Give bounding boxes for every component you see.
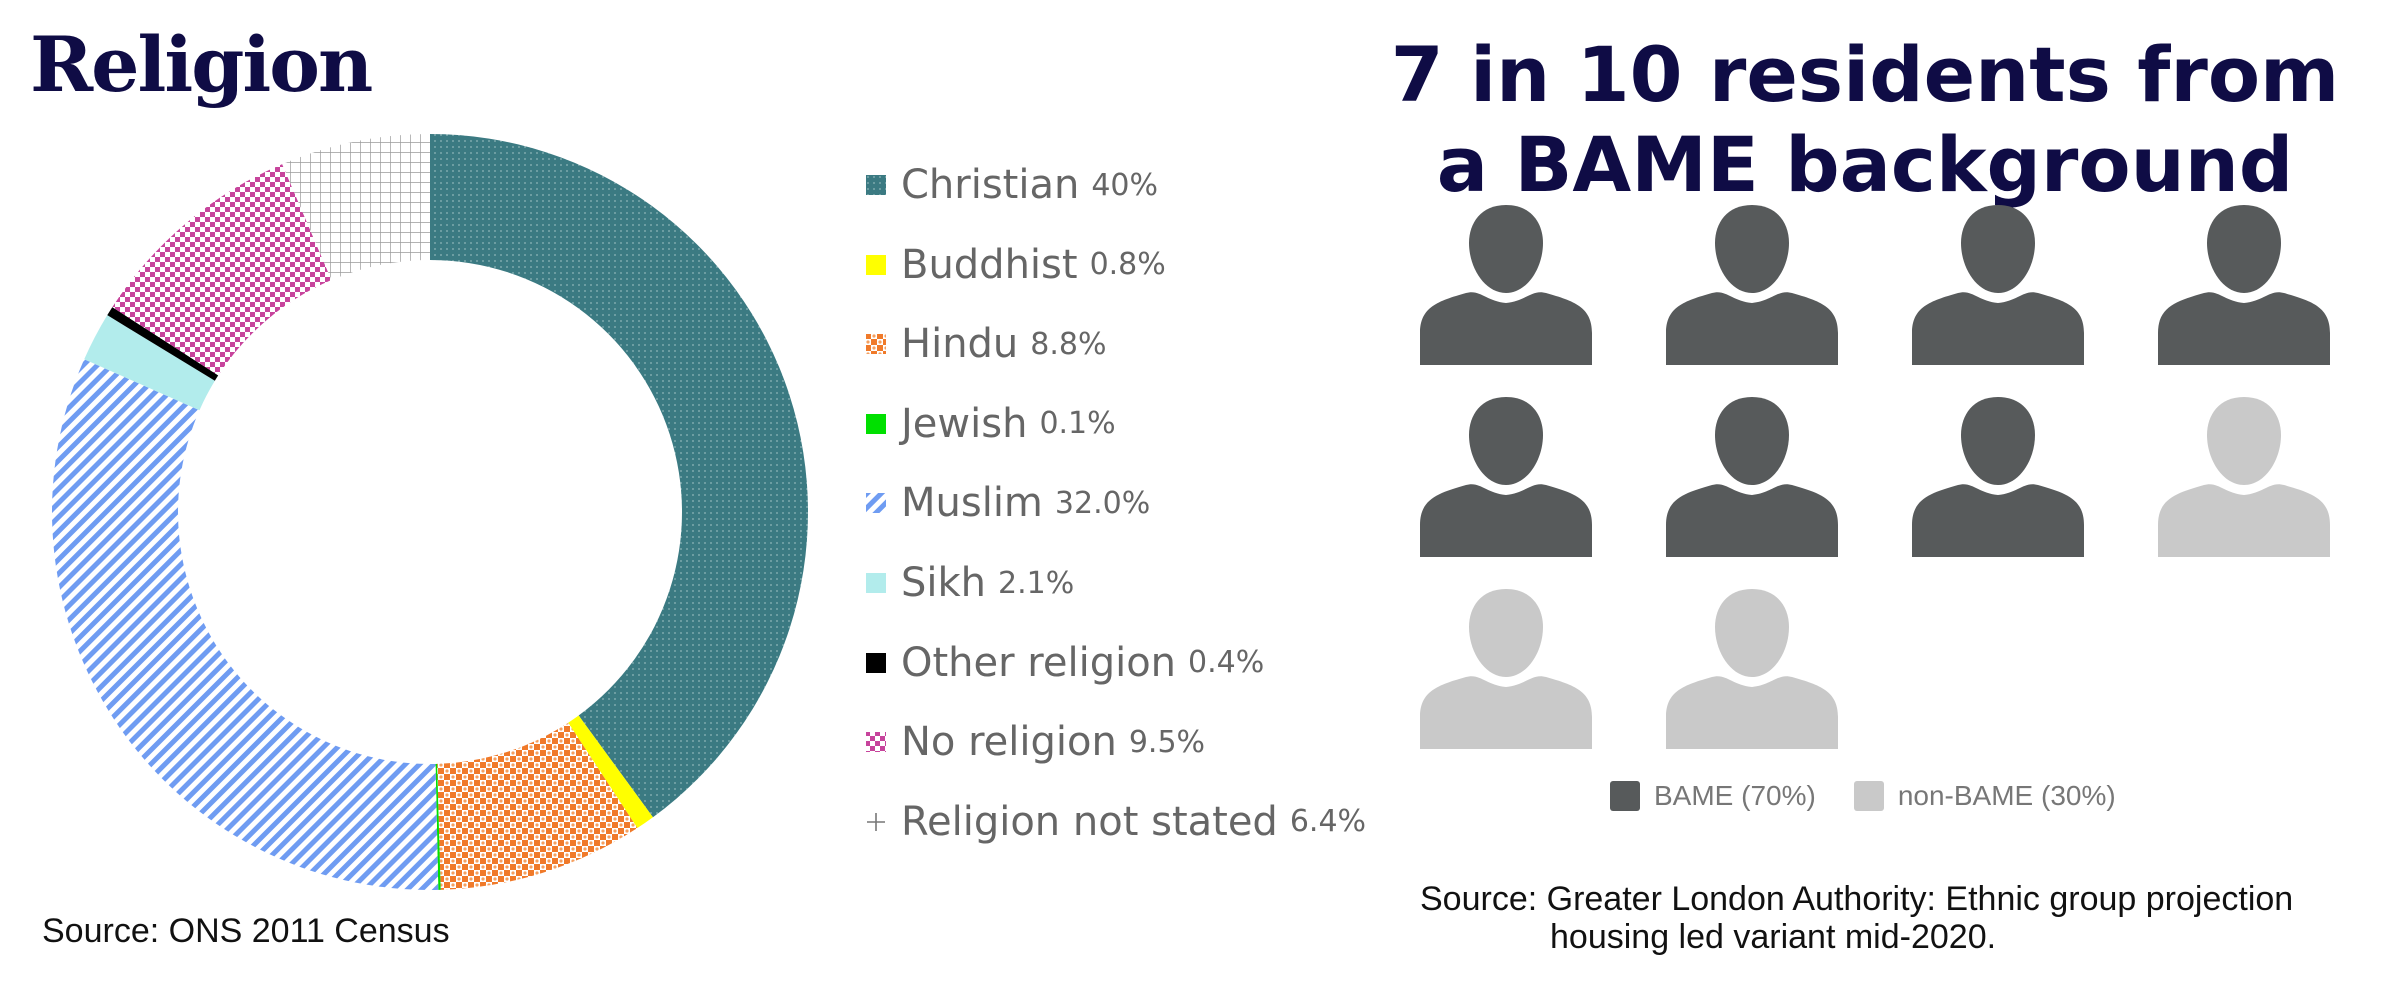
bame-legend-swatch — [1610, 781, 1640, 811]
legend-label-sikh: Sikh — [901, 560, 987, 606]
source-right-line2: housing led variant mid-2020. — [1550, 918, 1997, 956]
donut-slice-sikh — [84, 315, 215, 411]
legend-label-other-religion: Other religion — [901, 639, 1177, 686]
legend-swatch-sikh — [866, 573, 886, 593]
person-icon — [2158, 205, 2330, 365]
person-icon — [1420, 397, 1592, 557]
donut-slice-hindu — [437, 722, 638, 890]
legend-label-religion-not-stated: Religion not stated — [901, 798, 1278, 845]
legend-label-jewish: Jewish — [901, 400, 1028, 447]
legend-swatch-muslim — [866, 493, 886, 514]
person-icon — [1420, 205, 1592, 365]
legend-item-hindu: Hindu 8.8% — [865, 314, 1107, 374]
legend-swatch-buddhist — [866, 254, 886, 275]
donut-slice-jewish — [435, 763, 441, 890]
legend-item-sikh: Sikh 2.1% — [865, 553, 1074, 613]
person-icon — [1912, 397, 2084, 557]
legend-value-christian: 40% — [1091, 167, 1159, 203]
legend-item-other-religion: Other religion 0.4% — [865, 633, 1264, 693]
legend-value-muslim: 32.0% — [1054, 485, 1151, 521]
person-pictogram-grid — [1420, 205, 2350, 749]
donut-slice-religion-not-stated — [282, 134, 430, 281]
person-icon — [2158, 397, 2330, 557]
legend-item-muslim: Muslim 32.0% — [865, 473, 1150, 533]
person-icon — [1666, 205, 1838, 365]
donut-slice-muslim — [51, 359, 439, 890]
religion-donut-chart — [51, 134, 809, 890]
legend-label-muslim: Muslim — [901, 480, 1043, 527]
donut-slice-no-religion — [112, 164, 332, 376]
legend-value-hindu: 8.8% — [1030, 326, 1107, 362]
legend-swatch-jewish — [866, 413, 886, 434]
donut-slice-other-religion — [107, 307, 219, 381]
source-right: Source: Greater London Authority: Ethnic… — [1420, 880, 2380, 956]
legend-item-religion-not-stated: Religion not stated 6.4% — [865, 792, 1366, 852]
legend-label-buddhist: Buddhist — [901, 241, 1078, 288]
donut-slice-christian — [430, 134, 809, 818]
legend-swatch-no-religion — [866, 732, 886, 753]
source-right-line1: Source: Greater London Authority: Ethnic… — [1420, 880, 2294, 918]
legend-value-sikh: 2.1% — [998, 565, 1075, 601]
legend-item-jewish: Jewish 0.1% — [865, 394, 1116, 454]
donut-slice-buddhist — [568, 715, 653, 829]
person-icon — [1912, 205, 2084, 365]
legend-swatch-religion-not-stated — [867, 812, 885, 831]
legend-item-buddhist: Buddhist 0.8% — [865, 235, 1166, 295]
legend-label-hindu: Hindu — [901, 321, 1019, 368]
religion-title: Religion — [30, 20, 373, 109]
bame-legend-label: BAME (70%) — [1654, 780, 1816, 811]
legend-swatch-christian — [866, 175, 886, 195]
legend-item-christian: Christian 40% — [865, 155, 1158, 215]
legend-label-christian: Christian — [901, 162, 1080, 208]
person-icon — [1420, 589, 1592, 749]
non-bame-legend-label: non-BAME (30%) — [1897, 780, 2116, 811]
legend-swatch-other-religion — [866, 652, 886, 673]
bame-legend: BAME (70%) non-BAME (30%) — [1610, 780, 2154, 812]
legend-value-religion-not-stated: 6.4% — [1289, 804, 1367, 840]
legend-value-buddhist: 0.8% — [1089, 247, 1166, 283]
bame-title: 7 in 10 residents from a BAME background — [1390, 30, 2340, 209]
legend-item-no-religion: No religion 9.5% — [865, 712, 1205, 772]
person-icon — [1666, 589, 1838, 749]
legend-swatch-hindu — [866, 334, 886, 355]
legend-label-no-religion: No religion — [901, 719, 1117, 766]
non-bame-legend-swatch — [1853, 781, 1884, 811]
person-icon — [1666, 397, 1838, 557]
legend-value-other-religion: 0.4% — [1188, 645, 1265, 681]
legend-value-jewish: 0.1% — [1039, 406, 1116, 442]
source-left: Source: ONS 2011 Census — [42, 912, 450, 950]
legend-value-no-religion: 9.5% — [1128, 724, 1206, 760]
